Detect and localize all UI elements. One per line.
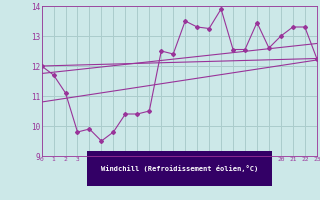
X-axis label: Windchill (Refroidissement éolien,°C): Windchill (Refroidissement éolien,°C) bbox=[100, 165, 258, 172]
